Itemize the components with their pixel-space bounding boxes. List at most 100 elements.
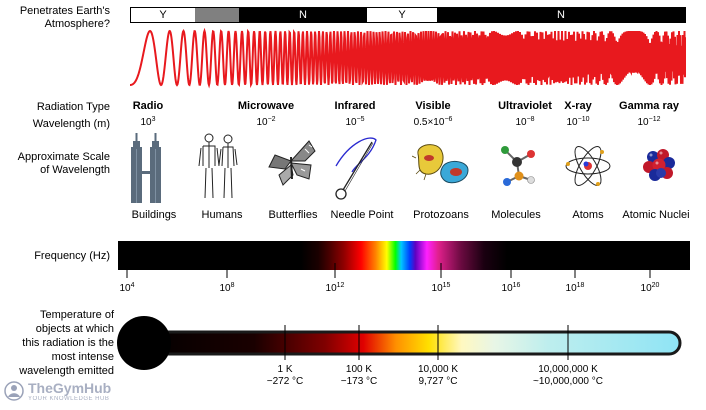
atmosphere-segment-text: Y xyxy=(159,9,167,21)
wavelength-exponent: −2 xyxy=(267,116,276,123)
butterfly-icon xyxy=(268,140,316,186)
molecules-icon xyxy=(501,146,535,186)
humans-icon xyxy=(198,133,238,199)
atmosphere-segment-text: N xyxy=(557,9,565,21)
atmosphere-segment-text: Y xyxy=(398,9,406,21)
temperature-celsius: −272 °C xyxy=(266,376,304,387)
scale-label-line2: of Wavelength xyxy=(40,164,110,176)
frequency-base: 10 xyxy=(325,283,337,294)
frequency-exponent: 15 xyxy=(442,282,451,289)
thermometer-tube xyxy=(132,330,682,356)
atmosphere-bar: Y N Y N xyxy=(130,7,686,23)
temperature-celsius: ~10,000,000 °C xyxy=(533,376,603,387)
wavelength-base: 10 xyxy=(140,117,152,128)
radiation-type-infrared: Infrared xyxy=(334,100,376,112)
temperature-value: 1 K −272 °C xyxy=(235,364,335,388)
temperature-label-line: wavelength emitted xyxy=(19,365,114,377)
penetrates-label: Penetrates Earth's Atmosphere? xyxy=(0,5,110,31)
temperature-celsius: 9,727 °C xyxy=(418,376,458,387)
atmosphere-segment-microwave: N xyxy=(239,8,367,22)
thermometer xyxy=(117,316,682,370)
frequency-tick-label: 1012 xyxy=(305,282,365,294)
frequency-base: 10 xyxy=(219,283,231,294)
frequency-spectrum-bar xyxy=(118,241,690,270)
radiation-type-gamma-ray: Gamma ray xyxy=(619,100,679,112)
frequency-ticks xyxy=(126,263,651,278)
scale-label-line1: Approximate Scale xyxy=(17,151,110,163)
temperature-kelvin: 10,000,000 K xyxy=(538,364,598,375)
scale-item-molecules: Molecules xyxy=(491,209,541,221)
frequency-base: 10 xyxy=(431,283,443,294)
wavelength-value: 10−5 xyxy=(310,116,400,128)
temperature-label-line: most intense xyxy=(51,351,114,363)
frequency-exponent: 12 xyxy=(336,282,345,289)
scale-item-buildings: Buildings xyxy=(131,209,177,221)
wavelength-exponent: −5 xyxy=(356,116,365,123)
wavelength-exponent: −8 xyxy=(526,116,535,123)
radiation-type-label: Radiation Type xyxy=(36,101,110,113)
frequency-exponent: 8 xyxy=(230,282,235,289)
wavelength-value: 10−10 xyxy=(533,116,623,128)
watermark: TheGymHub YOUR KNOWLEDGE HUB xyxy=(4,380,111,402)
temperature-kelvin: 1 K xyxy=(277,364,293,375)
atmosphere-segment-text: N xyxy=(299,9,307,21)
scale-item-humans: Humans xyxy=(201,209,243,221)
scale-item-atomic-nuclei: Atomic Nuclei xyxy=(622,209,690,221)
protozoans-icon xyxy=(412,144,469,184)
wavelength-base: 10 xyxy=(256,117,268,128)
wavelength-exponent: −12 xyxy=(648,116,661,123)
penetrates-label-line2: Atmosphere? xyxy=(44,18,110,30)
wavelength-label: Wavelength (m) xyxy=(32,118,110,130)
atmosphere-segment-high: N xyxy=(437,8,685,22)
wavelength-base: 10 xyxy=(515,117,527,128)
frequency-exponent: 4 xyxy=(130,282,135,289)
watermark-logo-icon xyxy=(4,381,24,401)
wavelength-base: 10 xyxy=(637,117,649,128)
wavelength-exponent: −6 xyxy=(444,116,453,123)
atmosphere-segment-gray1 xyxy=(195,8,239,22)
atmosphere-segment-visible: Y xyxy=(367,8,437,22)
needle-icon xyxy=(335,137,377,200)
temperature-value: 100 K −173 °C xyxy=(309,364,409,388)
radiation-type-ultraviolet: Ultraviolet xyxy=(498,100,552,112)
temperature-celsius: −173 °C xyxy=(340,376,378,387)
frequency-tick-label: 1015 xyxy=(411,282,471,294)
radiation-type-microwave: Microwave xyxy=(237,100,295,112)
frequency-label: Frequency (Hz) xyxy=(34,250,110,262)
radiation-type-radio: Radio xyxy=(132,100,164,112)
temperature-value: 10,000,000 K ~10,000,000 °C xyxy=(518,364,618,388)
atomic-nucleus-icon xyxy=(643,149,675,181)
frequency-tick-label: 108 xyxy=(197,282,257,294)
wavelength-base: 0.5×10 xyxy=(413,117,445,128)
temperature-label: Temperature of objects at which this rad… xyxy=(0,308,114,378)
penetrates-label-line1: Penetrates Earth's xyxy=(19,5,110,17)
frequency-exponent: 16 xyxy=(512,282,521,289)
frequency-tick-label: 1018 xyxy=(545,282,605,294)
thermometer-bulb xyxy=(117,316,171,370)
temperature-kelvin: 10,000 K xyxy=(417,364,459,375)
frequency-exponent: 18 xyxy=(576,282,585,289)
wave-path xyxy=(130,28,686,89)
wavelength-exponent: −10 xyxy=(577,116,590,123)
wavelength-value: 10−12 xyxy=(604,116,694,128)
wavelength-base: 10 xyxy=(345,117,357,128)
temperature-label-line: Temperature of xyxy=(40,309,114,321)
wavelength-value: 0.5×10−6 xyxy=(388,116,478,128)
buildings-icon xyxy=(131,133,161,203)
radiation-type-visible: Visible xyxy=(415,100,451,112)
atmosphere-segment-radio: Y xyxy=(131,8,195,22)
watermark-subtitle: YOUR KNOWLEDGE HUB xyxy=(28,396,110,402)
wavelength-value: 103 xyxy=(103,116,193,128)
scale-item-protozoans: Protozoans xyxy=(413,209,469,221)
scale-item-atoms: Atoms xyxy=(572,209,604,221)
frequency-base: 10 xyxy=(501,283,513,294)
frequency-base: 10 xyxy=(565,283,577,294)
frequency-tick-label: 1016 xyxy=(481,282,541,294)
temperature-label-line: objects at which xyxy=(35,323,114,335)
wavelength-value: 10−2 xyxy=(221,116,311,128)
wavelength-value: 10−8 xyxy=(480,116,570,128)
wavelength-base: 10 xyxy=(566,117,578,128)
frequency-base: 10 xyxy=(119,283,131,294)
wavelength-wave xyxy=(130,28,686,89)
frequency-base: 10 xyxy=(640,283,652,294)
